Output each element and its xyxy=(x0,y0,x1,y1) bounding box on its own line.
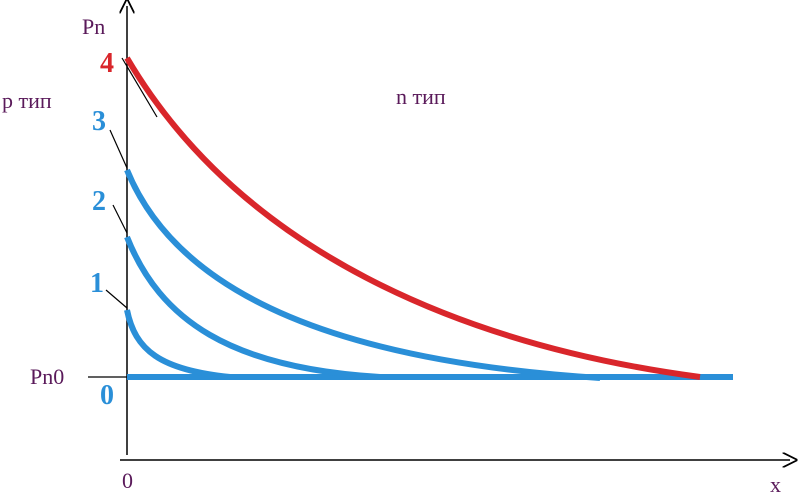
curve-2 xyxy=(124,235,381,380)
region-label: n тип xyxy=(396,84,446,109)
curve-label: 1 xyxy=(90,268,104,299)
curve-label: 0 xyxy=(100,380,114,411)
origin-label: 0 xyxy=(122,468,133,493)
curve-label: 3 xyxy=(92,106,106,137)
baseline-label: Pn0 xyxy=(30,364,64,389)
curve-label: 4 xyxy=(100,48,114,79)
region-label: p тип xyxy=(2,88,52,113)
curve-1 xyxy=(124,309,231,380)
leader-line xyxy=(121,57,158,118)
curve-4 xyxy=(124,56,701,380)
curve-label: 2 xyxy=(92,186,106,217)
leader-line xyxy=(109,129,128,169)
x-axis-label: x xyxy=(770,472,781,496)
leader-line xyxy=(112,204,128,234)
curve-3 xyxy=(124,168,601,381)
y-axis-label: Pn xyxy=(82,14,105,39)
leader-line xyxy=(105,289,128,309)
